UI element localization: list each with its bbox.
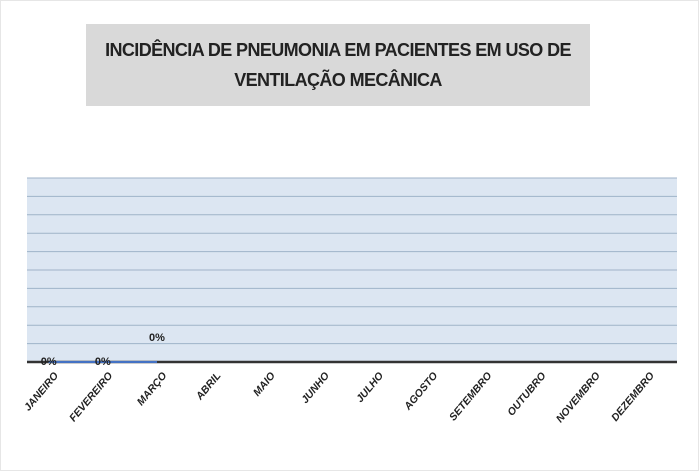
x-tick-label: OUTUBRO [505,370,548,418]
x-tick-label: MARÇO [135,370,170,408]
x-tick-label: AGOSTO [401,370,440,413]
data-label: 0% [41,356,57,368]
x-tick-label: DEZEMBRO [609,370,657,424]
x-tick-label: MAIO [251,370,278,399]
data-label: 0% [149,332,165,344]
chart-title: INCIDÊNCIA DE PNEUMONIA EM PACIENTES EM … [86,24,590,106]
x-tick-label: JULHO [354,370,386,405]
x-tick-label: FEVEREIRO [67,370,115,424]
x-tick-label: JANEIRO [22,370,61,413]
data-label: 0% [95,356,111,368]
x-tick-label: ABRIL [193,370,223,403]
x-tick-label: NOVEMBRO [554,370,603,425]
x-tick-label: SETEMBRO [447,370,494,423]
x-tick-label: JUNHO [299,370,332,406]
